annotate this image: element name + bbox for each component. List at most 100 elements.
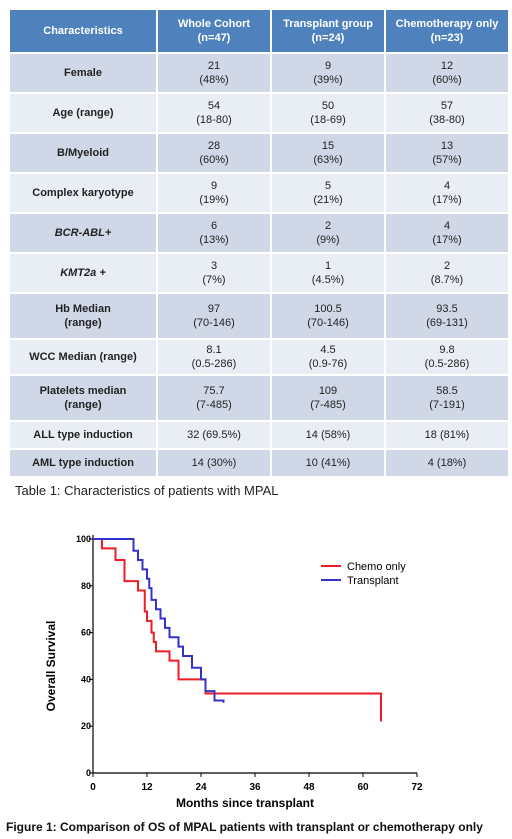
cell-percent: (60%) — [432, 74, 462, 86]
row-label: ALL type induction — [10, 422, 156, 448]
row-label: WCC Median (range) — [10, 340, 156, 374]
row-label-line: ALL type induction — [33, 429, 133, 441]
cell-value: 14 (58%) — [305, 429, 351, 441]
cell-value: 12 — [440, 60, 454, 72]
cell-value: 97 — [207, 303, 221, 315]
y-tick-label: 0 — [86, 768, 91, 778]
cell-percent: (8.7%) — [430, 274, 464, 286]
row-label: Female — [10, 54, 156, 92]
cell-percent: (7-191) — [429, 399, 465, 411]
table-cell: 14 (30%) — [156, 450, 270, 476]
table-row: KMT2a + 3 (7%) 1 (4.5%) 2 (8.7%) — [10, 254, 508, 292]
table-cell: 2 (8.7%) — [384, 254, 508, 292]
cell-value: 57 — [440, 100, 454, 112]
table-cell: 15 (63%) — [270, 134, 384, 172]
row-label-line: Platelets median — [39, 385, 127, 397]
header-line: (n=23) — [430, 32, 464, 44]
cell-value: 14 (30%) — [191, 457, 237, 469]
series-line-chemo-only — [93, 538, 382, 722]
cell-percent: (7-485) — [196, 399, 232, 411]
survival-chart: 0 20 40 60 80 100 0 12 24 36 48 60 72 Months since tr… — [44, 534, 423, 810]
x-tick-label: 60 — [357, 782, 369, 793]
cell-value: 1 — [324, 260, 332, 272]
table-cell: 32 (69.5%) — [156, 422, 270, 448]
cell-value: 18 (81%) — [424, 429, 470, 441]
y-tick-label: 80 — [81, 581, 91, 591]
table-cell: 57 (38-80) — [384, 94, 508, 132]
cell-percent: (70-146) — [193, 317, 235, 329]
cell-value: 2 — [324, 220, 332, 232]
cell-value: 32 (69.5%) — [187, 429, 241, 441]
table-cell: 54 (18-80) — [156, 94, 270, 132]
cell-percent: (17%) — [432, 194, 462, 206]
cell-percent: (9%) — [316, 234, 340, 246]
cell-percent: (0.5-286) — [191, 358, 237, 370]
y-tick-label: 40 — [81, 674, 91, 684]
row-label: AML type induction — [10, 450, 156, 476]
cell-value: 4 — [443, 220, 451, 232]
cell-percent: (63%) — [313, 154, 343, 166]
table-cell: 10 (41%) — [270, 450, 384, 476]
x-tick-label: 72 — [411, 782, 423, 793]
cell-percent: (60%) — [199, 154, 229, 166]
cell-percent: (57%) — [432, 154, 462, 166]
table-cell: 14 (58%) — [270, 422, 384, 448]
table-header-row: Characteristics Whole Cohort (n=47) Transpl… — [10, 10, 508, 52]
cell-value: 21 — [207, 60, 221, 72]
row-label: B/Myeloid — [10, 134, 156, 172]
x-tick-label: 12 — [141, 782, 153, 793]
table-row: Complex karyotype 9 (19%) 5 (21%) 4 (17%) — [10, 174, 508, 212]
table-cell: 6 (13%) — [156, 214, 270, 252]
row-label-line: WCC Median (range) — [29, 351, 137, 363]
cell-percent: (0.9-76) — [308, 358, 348, 370]
table-body: Female 21 (48%) 9 (39%) 12 (60%) Age (range) 54(… — [10, 54, 508, 476]
cell-value: 2 — [443, 260, 451, 272]
cell-value: 8.1 — [206, 344, 222, 356]
characteristics-table-container: Characteristics Whole Cohort (n=47) Transpl… — [10, 8, 508, 478]
cell-value: 10 (41%) — [305, 457, 351, 469]
cell-value: 28 — [207, 140, 221, 152]
row-label: Complex karyotype — [10, 174, 156, 212]
cell-percent: (48%) — [199, 74, 229, 86]
cell-value: 50 — [321, 100, 335, 112]
table-cell: 2 (9%) — [270, 214, 384, 252]
header-line: (n=47) — [197, 32, 231, 44]
cell-percent: (18-80) — [196, 114, 232, 126]
cell-percent: (39%) — [313, 74, 343, 86]
x-axis-label: Months since transplant — [176, 796, 314, 810]
row-label: Platelets median (range) — [10, 376, 156, 420]
row-label-line: Hb Median — [55, 303, 111, 315]
header-whole-cohort: Whole Cohort (n=47) — [156, 10, 270, 52]
table-row: Age (range) 54 (18-80) 50 (18-69) 57 (38-80) — [10, 94, 508, 132]
header-line: Characteristics — [43, 25, 123, 37]
table-cell: 13 (57%) — [384, 134, 508, 172]
y-tick-label: 100 — [76, 534, 91, 544]
header-line: Whole Cohort — [177, 18, 251, 30]
row-label-line: KMT2a + — [60, 267, 106, 279]
table-cell: 8.1 (0.5-286) — [156, 340, 270, 374]
row-label-line: Age (range) — [52, 107, 114, 119]
header-transplant-group: Transplant group (n=24) — [270, 10, 384, 52]
table-row: Female 21 (48%) 9 (39%) 12 (60%) — [10, 54, 508, 92]
figure-caption: Figure 1: Comparison of OS of MPAL patie… — [6, 820, 483, 834]
cell-value: 3 — [210, 260, 218, 272]
table-cell: 21 (48%) — [156, 54, 270, 92]
row-label-line: B/Myeloid — [57, 147, 109, 159]
table-caption: Table 1: Characteristics of patients wit… — [15, 483, 279, 498]
row-label: Hb Median (range) — [10, 294, 156, 338]
table-cell: 97 (70-146) — [156, 294, 270, 338]
table-cell: 75.7 (7-485) — [156, 376, 270, 420]
cell-percent: (38-80) — [429, 114, 465, 126]
row-label-line: (range) — [64, 317, 102, 329]
table-cell: 100.5 (70-146) — [270, 294, 384, 338]
y-axis-label: Overall Survival — [44, 621, 58, 712]
table-cell: 28 (60%) — [156, 134, 270, 172]
characteristics-table: Characteristics Whole Cohort (n=47) Transpl… — [10, 8, 508, 478]
row-label-line: Female — [64, 67, 102, 79]
table-cell: 9 (19%) — [156, 174, 270, 212]
cell-percent: (21%) — [313, 194, 343, 206]
x-tick-label: 36 — [249, 782, 261, 793]
table-cell: 58.5 (7-191) — [384, 376, 508, 420]
legend-label: Transplant — [347, 575, 399, 587]
cell-value: 4.5 — [320, 344, 336, 356]
